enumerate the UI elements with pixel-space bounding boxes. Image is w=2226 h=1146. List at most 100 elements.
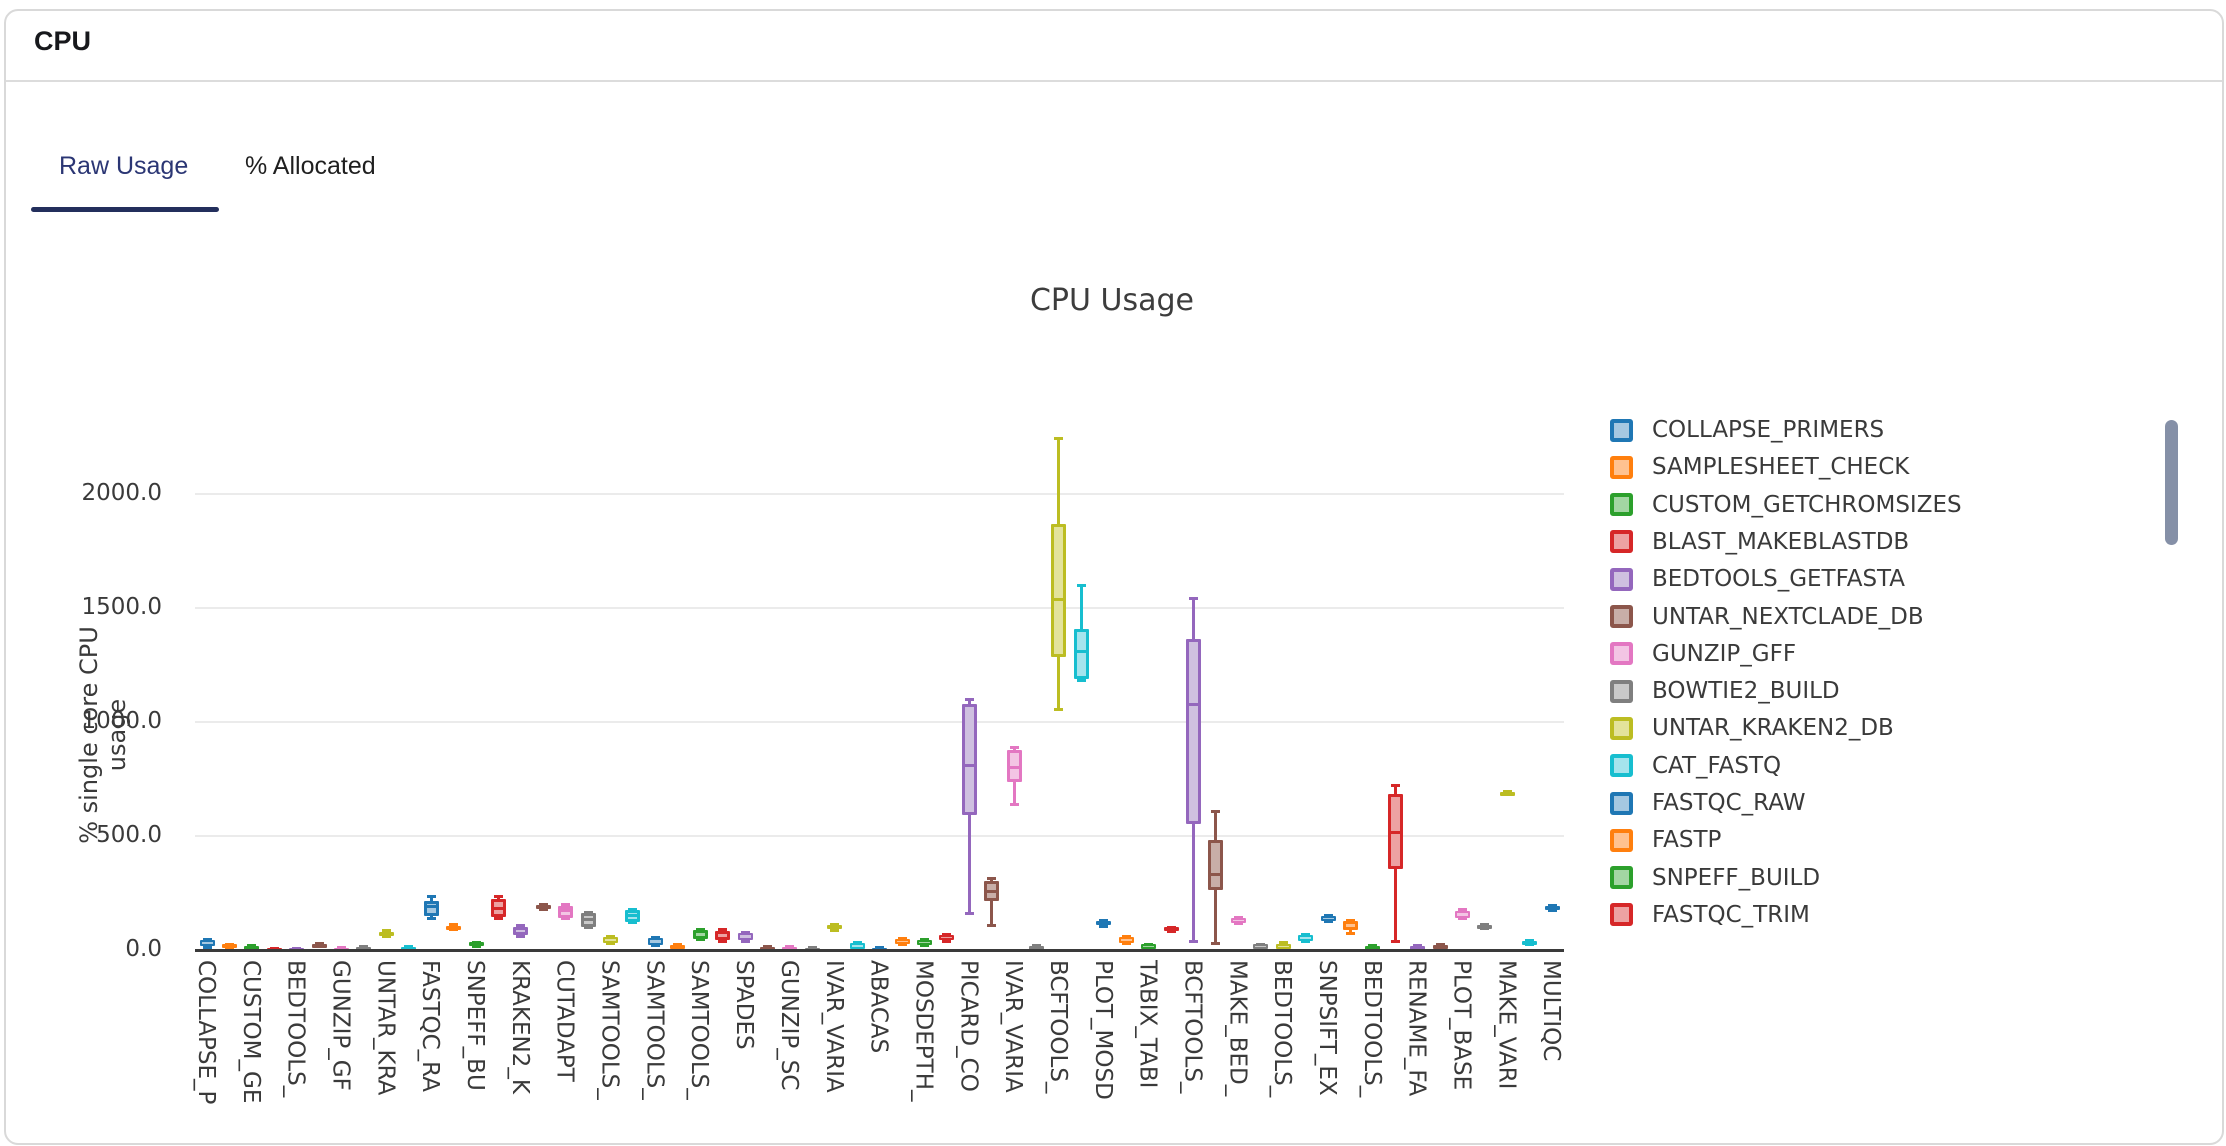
box-iqr — [1185, 639, 1201, 825]
legend-item[interactable]: UNTAR_KRAKEN2_DB — [1610, 715, 1894, 741]
y-tick-label: 500.0 — [96, 821, 162, 848]
legend-item[interactable]: UNTAR_NEXTCLADE_DB — [1610, 604, 1924, 630]
whisker-cap-top — [381, 929, 391, 933]
box-iqr — [1477, 925, 1493, 930]
legend-item[interactable]: SAMPLESHEET_CHECK — [1610, 454, 1909, 480]
box-median-line — [423, 905, 439, 909]
box-iqr — [827, 924, 843, 930]
legend-item[interactable]: CUSTOM_GETCHROMSIZES — [1610, 492, 1962, 518]
whisker-cap-bottom — [471, 945, 481, 949]
whisker-cap-bottom — [919, 944, 929, 948]
x-axis-line — [195, 948, 1564, 952]
legend-color-swatch — [1610, 679, 1633, 703]
x-tick-label: SAMTOOLS_ — [641, 960, 668, 1100]
whisker-cap-bottom — [449, 928, 459, 932]
whisker-cap-top — [1076, 584, 1086, 588]
legend-item-label: BLAST_MAKEBLASTDB — [1652, 528, 1910, 555]
x-tick-label: BEDTOOLS_ — [282, 960, 309, 1098]
box-iqr — [1051, 524, 1067, 658]
whisker-cap-top — [1458, 908, 1468, 912]
whisker-cap-top — [987, 876, 997, 880]
legend-item[interactable]: FASTP — [1610, 827, 1721, 853]
whisker-cap-top — [224, 942, 234, 946]
x-tick-label: UNTAR_KRA — [372, 960, 399, 1096]
x-tick-label: TABIX_TABI — [1134, 960, 1161, 1089]
legend-item[interactable]: GUNZIP_GFF — [1610, 641, 1796, 667]
gridline — [195, 834, 1564, 837]
whisker-cap-top — [449, 923, 459, 927]
scrollbar-thumb[interactable] — [2165, 420, 2178, 545]
x-tick-label: PLOT_BASE — [1448, 960, 1475, 1091]
whisker-cap-top — [1099, 918, 1109, 922]
x-tick-label: SAMTOOLS_ — [686, 960, 713, 1100]
legend-item[interactable]: COLLAPSE_PRIMERS — [1610, 417, 1884, 443]
legend-item[interactable]: CAT_FASTQ — [1610, 753, 1781, 779]
x-tick-label: GUNZIP_GF — [327, 960, 354, 1091]
box-median-line — [1073, 649, 1089, 653]
legend-item-label: FASTQC_TRIM — [1652, 901, 1810, 928]
legend-item[interactable]: FASTQC_RAW — [1610, 790, 1805, 816]
whisker-cap-top — [583, 910, 593, 914]
whisker-cap-top — [628, 907, 638, 911]
box-median-line — [558, 909, 574, 913]
legend-color-swatch — [1610, 605, 1633, 628]
legend-item[interactable]: BLAST_MAKEBLASTDB — [1610, 529, 1909, 555]
legend-item[interactable]: BOWTIE2_BUILD — [1610, 678, 1840, 704]
legend-item-label: UNTAR_NEXTCLADE_DB — [1652, 603, 1924, 630]
whisker-cap-top — [1256, 942, 1266, 946]
legend-item-label: FASTP — [1652, 827, 1722, 854]
y-tick-label: 0.0 — [125, 935, 162, 962]
tab-percent-allocated[interactable]: % Allocated — [245, 152, 376, 180]
legend-item-label: SAMPLESHEET_CHECK — [1652, 454, 1910, 481]
whisker-cap-bottom — [1233, 922, 1243, 926]
whisker-cap-bottom — [1121, 942, 1131, 946]
panel-title: CPU — [34, 26, 92, 56]
box-iqr — [894, 939, 910, 945]
whisker-cap-top — [471, 940, 481, 944]
box-iqr — [535, 904, 551, 909]
legend-item[interactable]: SNPEFF_BUILD — [1610, 865, 1820, 891]
box-iqr — [603, 936, 619, 944]
whisker-cap-bottom — [426, 916, 436, 920]
y-tick-label: 2000.0 — [81, 480, 162, 507]
legend-item-label: UNTAR_KRAKEN2_DB — [1652, 715, 1894, 742]
legend-item[interactable]: BEDTOOLS_GETFASTA — [1610, 566, 1905, 592]
box-iqr — [1275, 943, 1291, 949]
legend-item-label: BOWTIE2_BUILD — [1652, 678, 1840, 705]
box-iqr — [1298, 934, 1314, 941]
x-tick-label: PLOT_MOSD — [1089, 960, 1116, 1100]
box-iqr — [670, 944, 686, 949]
legend-item[interactable]: FASTQC_TRIM — [1610, 902, 1810, 928]
x-tick-label: MAKE_VARI — [1493, 960, 1520, 1090]
whisker-cap-top — [1188, 596, 1198, 600]
x-tick-label: RENAME_FA — [1403, 960, 1430, 1097]
box-iqr — [647, 938, 663, 945]
whisker-cap-bottom — [606, 942, 616, 946]
whisker-cap-bottom — [1301, 940, 1311, 944]
whisker-cap-bottom — [1188, 940, 1198, 944]
legend-color-swatch — [1610, 866, 1633, 890]
x-tick-label: ABACAS — [865, 960, 892, 1054]
whisker-cap-top — [1435, 943, 1445, 947]
legend-color-swatch — [1610, 791, 1633, 815]
whisker-cap-top — [740, 930, 750, 934]
whisker-cap-bottom — [942, 939, 952, 943]
legend-item-label: BEDTOOLS_GETFASTA — [1652, 566, 1906, 593]
legend-item-label: FASTQC_RAW — [1652, 790, 1806, 816]
box-iqr — [1230, 918, 1246, 923]
whisker-cap-bottom — [964, 912, 974, 916]
whisker-cap-bottom — [1099, 924, 1109, 928]
whisker-cap-bottom — [1390, 940, 1400, 944]
whisker-cap-top — [1525, 939, 1535, 943]
whisker-cap-top — [673, 942, 683, 946]
whisker-cap-bottom — [538, 907, 548, 911]
legend-color-swatch — [1610, 754, 1633, 778]
whisker-cap-bottom — [695, 938, 705, 942]
x-tick-label: GUNZIP_SC — [775, 960, 802, 1091]
tab-raw-usage[interactable]: Raw Usage — [59, 152, 189, 180]
whisker-cap-bottom — [1054, 708, 1064, 712]
whisker-cap-bottom — [740, 939, 750, 943]
whisker-cap-bottom — [1076, 679, 1086, 682]
x-tick-label: BEDTOOLS_ — [1358, 960, 1385, 1098]
box-iqr — [1073, 628, 1089, 679]
